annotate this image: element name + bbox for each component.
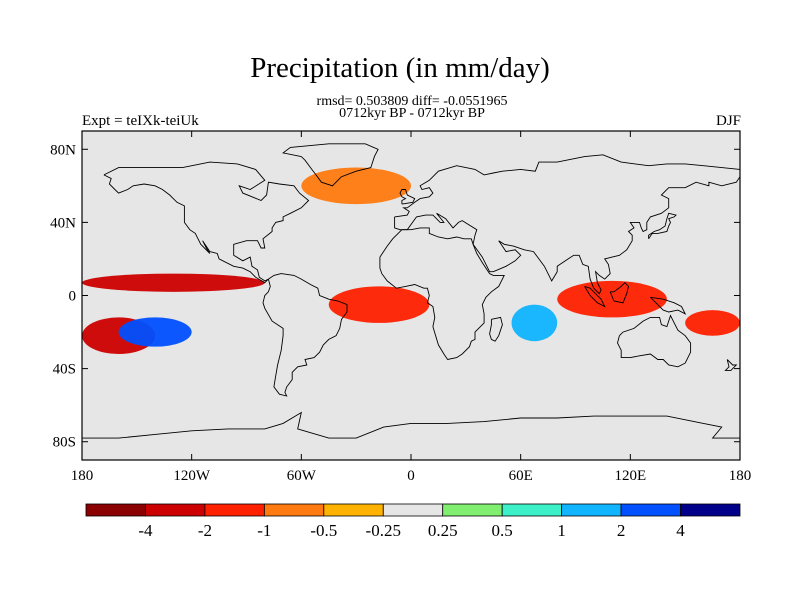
colorbar-box-8 [561, 503, 622, 517]
colorbar-box-1 [145, 503, 206, 517]
x-tick-label: 120E [614, 468, 646, 484]
stats-subtitle: rmsd= 0.503809 diff= -0.0551965 [316, 94, 508, 109]
coastline-new-zealand [724, 359, 738, 371]
x-tick-label: 60W [287, 468, 317, 484]
x-tick-label: 120W [173, 468, 211, 484]
coastline-japan [648, 212, 677, 240]
colorbar-label: 2 [617, 521, 626, 540]
coastline-north-america [103, 161, 310, 284]
colorbar-box-6 [442, 503, 503, 517]
period-subtitle: 0712kyr BP - 0712kyr BP [339, 106, 485, 121]
axes: 180 120W 60W 0 60E 120E 180 80N 40N 0 40S 80S [50, 131, 751, 484]
coastline-eurasia [394, 154, 740, 295]
chart-title: Precipitation (in mm/day) [250, 52, 550, 84]
x-tick-label: 180 [71, 468, 94, 484]
y-tick-label: 0 [69, 289, 77, 305]
coastline-greenland [282, 143, 379, 187]
coastline-borneo [609, 282, 629, 304]
y-tick-label: 40S [53, 362, 76, 378]
colorbar-label: -0.25 [366, 521, 401, 540]
colorbar-label: -4 [138, 521, 153, 540]
colorbar-box-10 [680, 503, 741, 517]
anomaly-region-north-atlantic [301, 167, 411, 205]
colorbar-label: 4 [676, 521, 685, 540]
colorbar-box-0 [85, 503, 146, 517]
colorbar-label: 0.25 [428, 521, 458, 540]
x-tick-label: 60E [509, 468, 533, 484]
coastline-sumatra [584, 285, 606, 308]
y-tick-label: 80N [50, 142, 76, 158]
coastline-antarctica [82, 411, 740, 439]
colorbar-box-5 [382, 503, 444, 517]
colorbar-box-7 [501, 503, 563, 517]
colorbar-box-9 [620, 503, 681, 517]
coastline-madagascar [489, 316, 503, 342]
coastline-british-isles [399, 189, 416, 205]
coastlines [82, 143, 740, 439]
anomaly-region-maritime-continent [557, 280, 667, 318]
anomaly-region-pacific-itcz [82, 273, 265, 292]
x-tick-label: 180 [729, 468, 752, 484]
colorbar-label: -0.5 [310, 521, 337, 540]
colorbar-box-2 [204, 503, 265, 517]
colorbar-label: -2 [198, 521, 212, 540]
colorbar-box-4 [323, 503, 384, 517]
season-label: DJF [715, 113, 741, 129]
anomaly-region-indian-ocean [511, 304, 558, 342]
colorbar: -4 -2 -1 -0.5 -0.25 0.25 0.5 1 2 4 [85, 503, 741, 540]
y-tick-label: 80S [53, 435, 76, 451]
coastline-new-guinea [650, 296, 687, 315]
coastline-australia [617, 314, 692, 368]
anomaly-region-south-pacific [118, 317, 192, 347]
colorbar-label: 1 [557, 521, 566, 540]
colorbar-label: -1 [257, 521, 271, 540]
y-tick-label: 40N [50, 215, 76, 231]
coastline-africa [379, 227, 505, 361]
colorbar-box-3 [263, 503, 325, 517]
experiment-label: Expt = teIXk-teiUk [82, 113, 199, 129]
coastline-south-america [262, 273, 348, 397]
anomaly-region-western-pacific-south [685, 310, 740, 336]
anomaly-region-tropical-atlantic [328, 286, 430, 323]
x-tick-label: 0 [407, 468, 415, 484]
anomaly-field [82, 167, 740, 354]
colorbar-label: 0.5 [492, 521, 513, 540]
